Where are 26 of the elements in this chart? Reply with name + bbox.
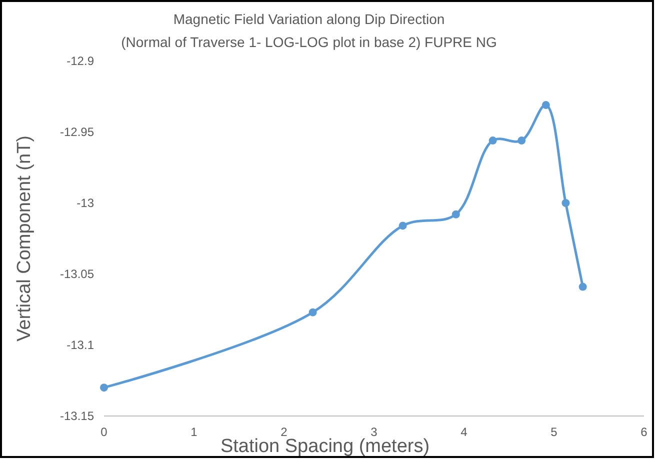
y-tick-label: -13 [76, 196, 94, 210]
point [578, 282, 587, 291]
y-tick-label: -13.1 [66, 338, 94, 352]
chart-subtitle: (Normal of Traverse 1- LOG-LOG plot in base 2) FUPRE NG [121, 34, 497, 50]
x-tick-label: 6 [640, 425, 648, 439]
x-tick-label: 5 [550, 425, 558, 439]
x-axis-title: Station Spacing (meters) [220, 436, 430, 457]
x-tick-label: 3 [370, 425, 378, 439]
point [308, 308, 317, 316]
y-tick-label: -12.9 [66, 54, 94, 68]
point [562, 199, 570, 207]
x-tick-label: 0 [100, 425, 108, 439]
y-tick-label: -13.05 [60, 267, 94, 281]
x-tick-label: 4 [460, 425, 468, 439]
point [398, 222, 407, 230]
point [100, 384, 108, 392]
y-tick-label: -13.15 [60, 409, 94, 423]
point [452, 210, 460, 218]
x-tick-label: 1 [190, 425, 198, 439]
point [542, 101, 550, 110]
y-tick-label: -12.95 [60, 125, 94, 139]
y-axis-title: Vertical Component (nT) [14, 136, 35, 342]
point [488, 136, 497, 145]
x-tick-label: 2 [280, 425, 288, 439]
chart-title: Magnetic Field Variation along Dip Direction [173, 11, 445, 27]
point [518, 136, 526, 145]
